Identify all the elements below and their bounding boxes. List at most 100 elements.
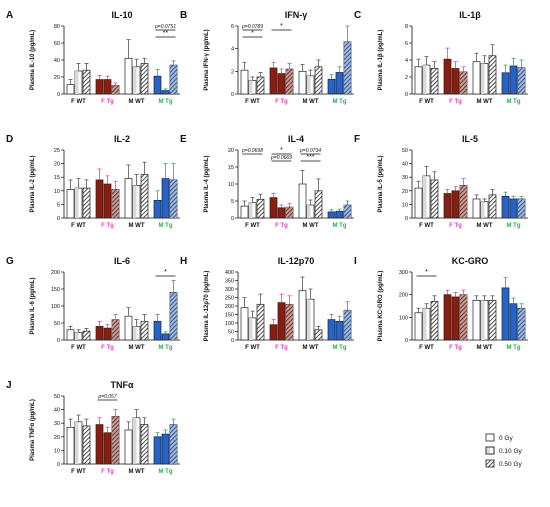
bar-m-wt: [298, 70, 307, 95]
panel-letter: H: [180, 256, 187, 267]
x-tick-label: M Tg: [159, 223, 173, 229]
x-tick-label: F WT: [71, 99, 86, 105]
x-tick-label: M WT: [303, 345, 319, 351]
bar-f-wt: [240, 307, 249, 341]
bar-f-wt: [414, 312, 423, 341]
bar-m-tg: [509, 303, 518, 341]
y-tick-label: 40: [402, 162, 408, 168]
bar-shade: [133, 417, 137, 464]
panel-f: F IL-5 Plasma IL-5 (pg/mL) 0 10 20 30 40 50 F WT F…: [354, 134, 528, 229]
x-tick-label: F Tg: [449, 223, 462, 229]
x-tick-label: F WT: [245, 345, 260, 351]
panel-title: KC-GRO: [452, 256, 489, 266]
bar-f-wt: [430, 179, 439, 219]
bar-shade: [307, 75, 311, 94]
bar-m-tg: [335, 320, 344, 341]
panel-letter: B: [180, 10, 187, 21]
bar-f-tg: [451, 68, 460, 95]
significance-annotation: p=0.0789: [241, 24, 263, 30]
legend-label: 0.10 Gy: [499, 448, 523, 455]
bar-f-wt: [256, 76, 265, 95]
y-axis-label: Plasma KC-GRO (pg/mL): [378, 271, 384, 342]
bar-f-tg: [277, 207, 286, 219]
y-tick-label: 0: [231, 216, 234, 222]
significance-annotation: p=0.0734: [299, 148, 321, 154]
y-tick-label: 0: [405, 92, 408, 98]
bar-m-wt: [472, 198, 481, 219]
x-tick-label: F Tg: [449, 345, 462, 351]
x-tick-label: M WT: [129, 345, 145, 351]
y-tick-label: 40: [54, 58, 60, 64]
x-tick-label: M Tg: [159, 469, 173, 475]
panel-i: I KC-GRO Plasma KC-GRO (pg/mL) 0 100 200 300 F …: [354, 256, 528, 351]
y-tick-label: 80: [54, 24, 60, 30]
bar-m-tg: [153, 75, 162, 95]
bar-f-tg: [451, 296, 460, 341]
bar-m-tg: [161, 90, 170, 95]
x-tick-label: F WT: [71, 469, 86, 475]
x-tick-label: F Tg: [101, 99, 114, 105]
significance-annotation: p=0.0751: [154, 24, 176, 30]
x-tick-label: F WT: [419, 99, 434, 105]
y-tick-label: 200: [399, 293, 408, 299]
x-tick-label: M Tg: [333, 345, 347, 351]
bar-hatch-overlay: [112, 85, 119, 94]
bar-m-tg: [161, 178, 170, 219]
x-tick-label: F WT: [71, 223, 86, 229]
bar-shade: [423, 65, 427, 94]
x-tick-label: F Tg: [101, 469, 114, 475]
x-tick-label: M Tg: [333, 223, 347, 229]
panel-letter: D: [6, 134, 13, 145]
bar-m-wt: [488, 299, 497, 341]
bar-shade: [133, 326, 137, 340]
bar-f-wt: [66, 189, 75, 219]
bar-f-wt: [82, 330, 91, 341]
y-axis-label: Plasma IL-12p70 (pg/mL): [204, 271, 210, 342]
x-tick-label: M Tg: [159, 99, 173, 105]
y-tick-label: 20: [54, 75, 60, 81]
bar-shade: [75, 188, 79, 218]
bar-hatch-overlay: [286, 69, 293, 94]
bar-f-tg: [443, 58, 452, 95]
y-tick-label: 0: [231, 92, 234, 98]
y-axis-label: Plasma IL-4 (pg/mL): [204, 155, 210, 212]
bar-f-tg: [443, 193, 452, 219]
bar-m-tg: [161, 333, 170, 341]
bar-m-wt: [298, 183, 307, 219]
x-tick-label: F Tg: [449, 99, 462, 105]
panel-title: IL-12p70: [278, 256, 315, 266]
y-tick-label: 100: [51, 304, 60, 310]
y-tick-label: 60: [54, 41, 60, 47]
bar-f-tg: [443, 294, 452, 341]
panel-e: E IL-4 Plasma IL-4 (pg/mL) 0 5 10 15 20 F WT F Tg…: [180, 134, 354, 229]
bar-m-tg: [153, 436, 162, 465]
bar-m-tg: [161, 433, 170, 465]
bar-m-wt: [124, 57, 133, 95]
legend: 0 Gy 0.10 Gy 0.50 Gy: [485, 433, 523, 468]
panel-title: IFN-γ: [285, 10, 308, 20]
panel-title: IL-10: [111, 10, 132, 20]
panel-letter: E: [180, 134, 187, 145]
panel-b: B IFN-γ Plasma IFN-γ (pg/mL) 0 2 4 6 F WT F Tg M …: [180, 10, 354, 105]
y-axis-label: Plasma IL-10 (pg/mL): [30, 30, 36, 90]
bar-m-wt: [124, 315, 133, 341]
panel-title: IL-1β: [459, 10, 481, 20]
bar-f-wt: [430, 68, 439, 95]
bar-hatch-overlay: [460, 185, 467, 218]
panel-title: IL-4: [288, 134, 304, 144]
y-axis-label: Plasma IL-5 (pg/mL): [378, 155, 384, 212]
y-axis-label: Plasma IL-2 (pg/mL): [30, 155, 36, 212]
y-tick-label: 15: [54, 175, 60, 181]
y-tick-label: 20: [54, 435, 60, 441]
bar-f-tg: [103, 183, 112, 219]
y-tick-label: 40: [54, 408, 60, 414]
bar-hatch-overlay: [518, 308, 525, 340]
x-tick-label: M WT: [477, 99, 493, 105]
panel-letter: C: [354, 10, 361, 21]
y-tick-label: 0: [231, 338, 234, 344]
panel-title: IL-2: [114, 134, 130, 144]
bar-m-wt: [314, 190, 323, 219]
bar-f-tg: [95, 79, 104, 95]
significance-annotation: *: [251, 30, 254, 37]
